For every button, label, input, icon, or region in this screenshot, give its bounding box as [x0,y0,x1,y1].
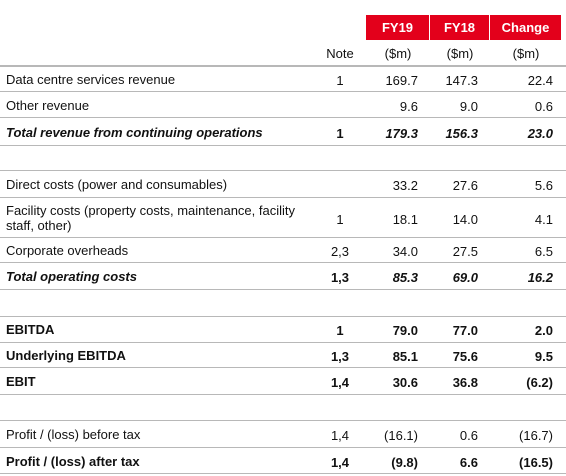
row-value: 36.8 [452,375,478,390]
row-note: 1 [336,125,344,141]
row-value: (16.7) [519,427,553,443]
row-label: Direct costs (power and consumables) [6,176,228,192]
row-value: 5.6 [534,177,553,193]
row-label: Underlying EBITDA [6,348,126,363]
row-value: 147.3 [445,72,478,88]
column-header: Change [490,15,561,40]
row-label: Profit / (loss) after tax [6,453,140,469]
row-value: 179.3 [385,125,418,141]
row-note: 1,4 [330,454,350,470]
row-value: (16.1) [384,427,418,443]
table-row [0,263,566,290]
row-note: 1,4 [330,375,350,390]
row-note: 1,4 [330,427,350,443]
row-note: 1 [336,323,344,338]
unit-label: ($m) [384,45,412,61]
row-value: 85.1 [392,349,418,364]
row-value: 27.5 [452,244,478,259]
row-label: Total revenue from continuing operations [6,124,263,140]
table-row [0,368,566,395]
row-value: 9.0 [459,98,478,114]
row-value: 23.0 [527,125,553,141]
row-value: 75.6 [452,349,478,364]
table-row [0,198,566,238]
row-value: 0.6 [534,98,553,114]
row-note: 1,3 [330,270,350,285]
row-note: 2,3 [330,244,350,259]
row-label: EBIT [6,374,36,389]
row-value: 22.4 [527,72,553,88]
row-label: Profit / (loss) before tax [6,426,141,442]
row-value: (16.5) [519,454,553,470]
table-row [0,238,566,263]
row-label: Other revenue [6,97,90,113]
table-row [0,448,566,474]
row-label: Corporate overheads [6,243,129,258]
row-label: EBITDA [6,322,55,337]
column-header: FY19 [366,15,429,40]
row-value: 69.0 [452,270,478,285]
note-header: Note [326,45,354,61]
unit-label: ($m) [446,45,474,61]
table-row [0,343,566,368]
table-row [0,170,566,198]
row-value: 9.5 [534,349,553,364]
row-value: 6.5 [534,244,553,259]
row-value: 18.1 [392,211,418,227]
row-value: 0.6 [459,427,478,443]
header-rule [0,65,566,66]
row-value: 14.0 [452,211,478,227]
row-note: 1 [336,72,344,88]
row-note: 1,3 [330,349,350,364]
row-value: 27.6 [452,177,478,193]
row-value: 30.6 [392,375,418,390]
column-header: FY18 [430,15,489,40]
table-row [0,118,566,146]
row-value: 156.3 [445,125,478,141]
row-value: 16.2 [527,270,553,285]
row-value: 34.0 [392,244,418,259]
row-value: 2.0 [534,323,553,338]
row-value: 4.1 [534,211,553,227]
row-label: Total operating costs [6,269,137,284]
row-value: (9.8) [391,454,418,470]
table-row [0,92,566,118]
table-row [0,420,566,448]
row-value: (6.2) [526,375,553,390]
row-value: 6.6 [459,454,478,470]
row-value: 85.3 [392,270,418,285]
row-value: 79.0 [392,323,418,338]
row-value: 77.0 [452,323,478,338]
row-label: Facility costs (property costs, maintena… [6,203,295,233]
table-row [0,66,566,92]
row-note: 1 [336,211,344,227]
row-value: 9.6 [399,98,418,114]
unit-label: ($m) [512,45,540,61]
row-value: 169.7 [385,72,418,88]
row-label: Data centre services revenue [6,71,176,87]
table-row [0,316,566,343]
row-value: 33.2 [392,177,418,193]
